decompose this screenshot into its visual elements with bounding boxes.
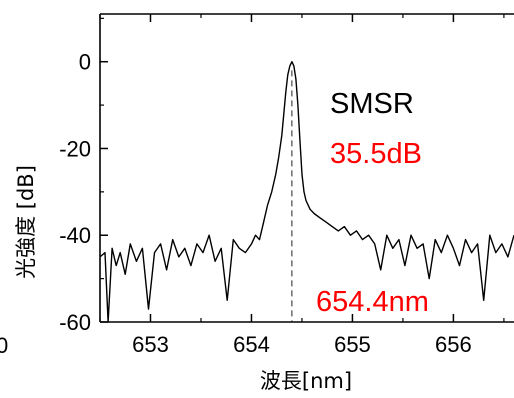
x-tick-label: 653 — [132, 332, 169, 357]
stray-edge-label: 0 — [0, 333, 8, 358]
series-line-0 — [100, 61, 514, 322]
x-tick-label: 655 — [334, 332, 371, 357]
y-tick-label: -20 — [59, 136, 91, 161]
y-tick-label: -60 — [59, 310, 91, 335]
x-tick-label: 654 — [233, 332, 270, 357]
peak-wavelength-label: 654.4nm — [316, 286, 429, 318]
plot-layer — [100, 61, 514, 322]
y-axis-title: 光強度 [dB] — [14, 165, 38, 279]
smsr-value: 35.5dB — [330, 138, 422, 170]
y-tick-label: 0 — [79, 50, 91, 75]
axes-layer: 653 654 655 656 0 -20 -40 -60 — [59, 13, 514, 357]
smsr-label: SMSR — [330, 88, 414, 120]
y-tick-label: -40 — [59, 223, 91, 248]
x-axis-title: 波長[nm] — [260, 369, 352, 393]
x-tick-label: 656 — [435, 332, 472, 357]
